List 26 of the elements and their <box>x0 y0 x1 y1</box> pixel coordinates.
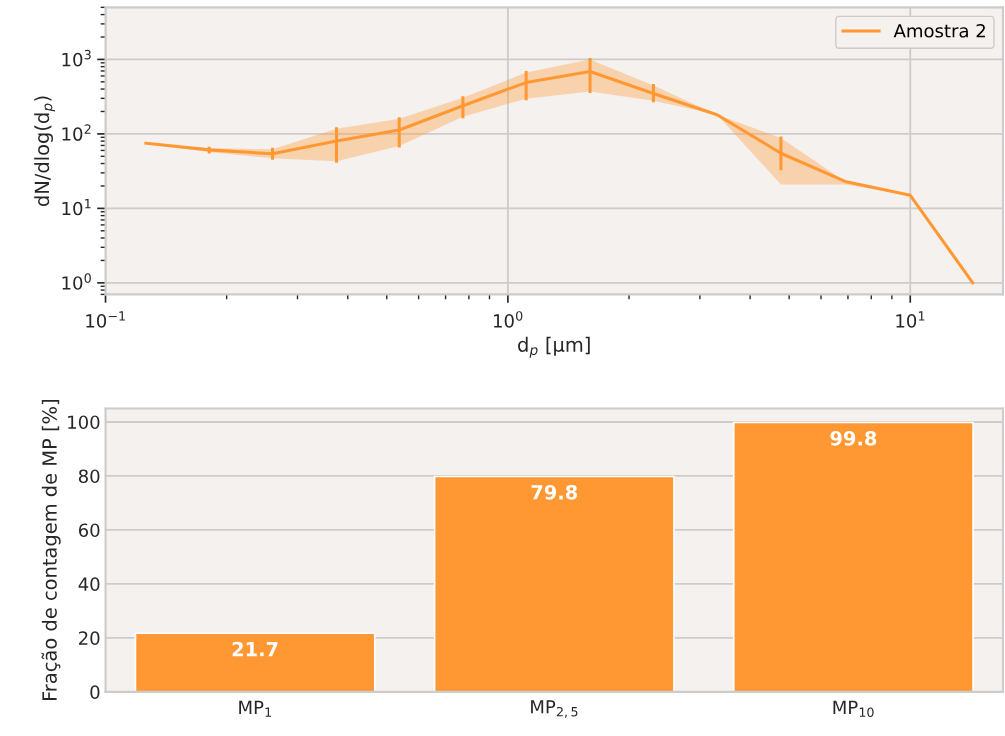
bar <box>732 421 974 692</box>
data-label: 99.8 <box>830 430 877 446</box>
x-axis-title: d$_{p}$ [μm] <box>518 336 590 358</box>
x-tick-label: 10$^{−1}$ <box>86 311 125 328</box>
y-tick-label: 80 <box>78 469 100 484</box>
y-tick-label: 60 <box>78 523 100 538</box>
bar <box>433 475 675 692</box>
x-tick-label: MP$_{2,5}$ <box>531 700 578 718</box>
bar <box>134 632 376 692</box>
y-tick-label: 0 <box>90 685 100 699</box>
y-tick-label: 10$^{2}$ <box>62 124 91 141</box>
data-label: 21.7 <box>232 641 278 657</box>
x-tick-label: MP$_{10}$ <box>833 700 874 718</box>
x-tick-label: MP$_{1}$ <box>239 700 272 717</box>
y-tick-label: 100 <box>68 415 100 430</box>
y-axis-title: dN/dlog(d$_{p}$) <box>34 96 55 206</box>
x-tick-label: 10$^{1}$ <box>896 311 925 328</box>
y-tick-label: 10$^{0}$ <box>62 273 91 290</box>
y-tick-label: 40 <box>78 577 100 592</box>
legend-label: Amostra 2 <box>893 23 985 38</box>
y-tick-label: 10$^{3}$ <box>62 49 91 67</box>
data-label: 79.8 <box>531 484 578 500</box>
x-tick-label: 10$^{0}$ <box>493 311 523 328</box>
y-tick-label: 20 <box>79 631 100 645</box>
y-tick-label: 10$^{1}$ <box>62 198 91 216</box>
y-axis-title: Fração de contagem de MP [%] <box>41 400 61 701</box>
